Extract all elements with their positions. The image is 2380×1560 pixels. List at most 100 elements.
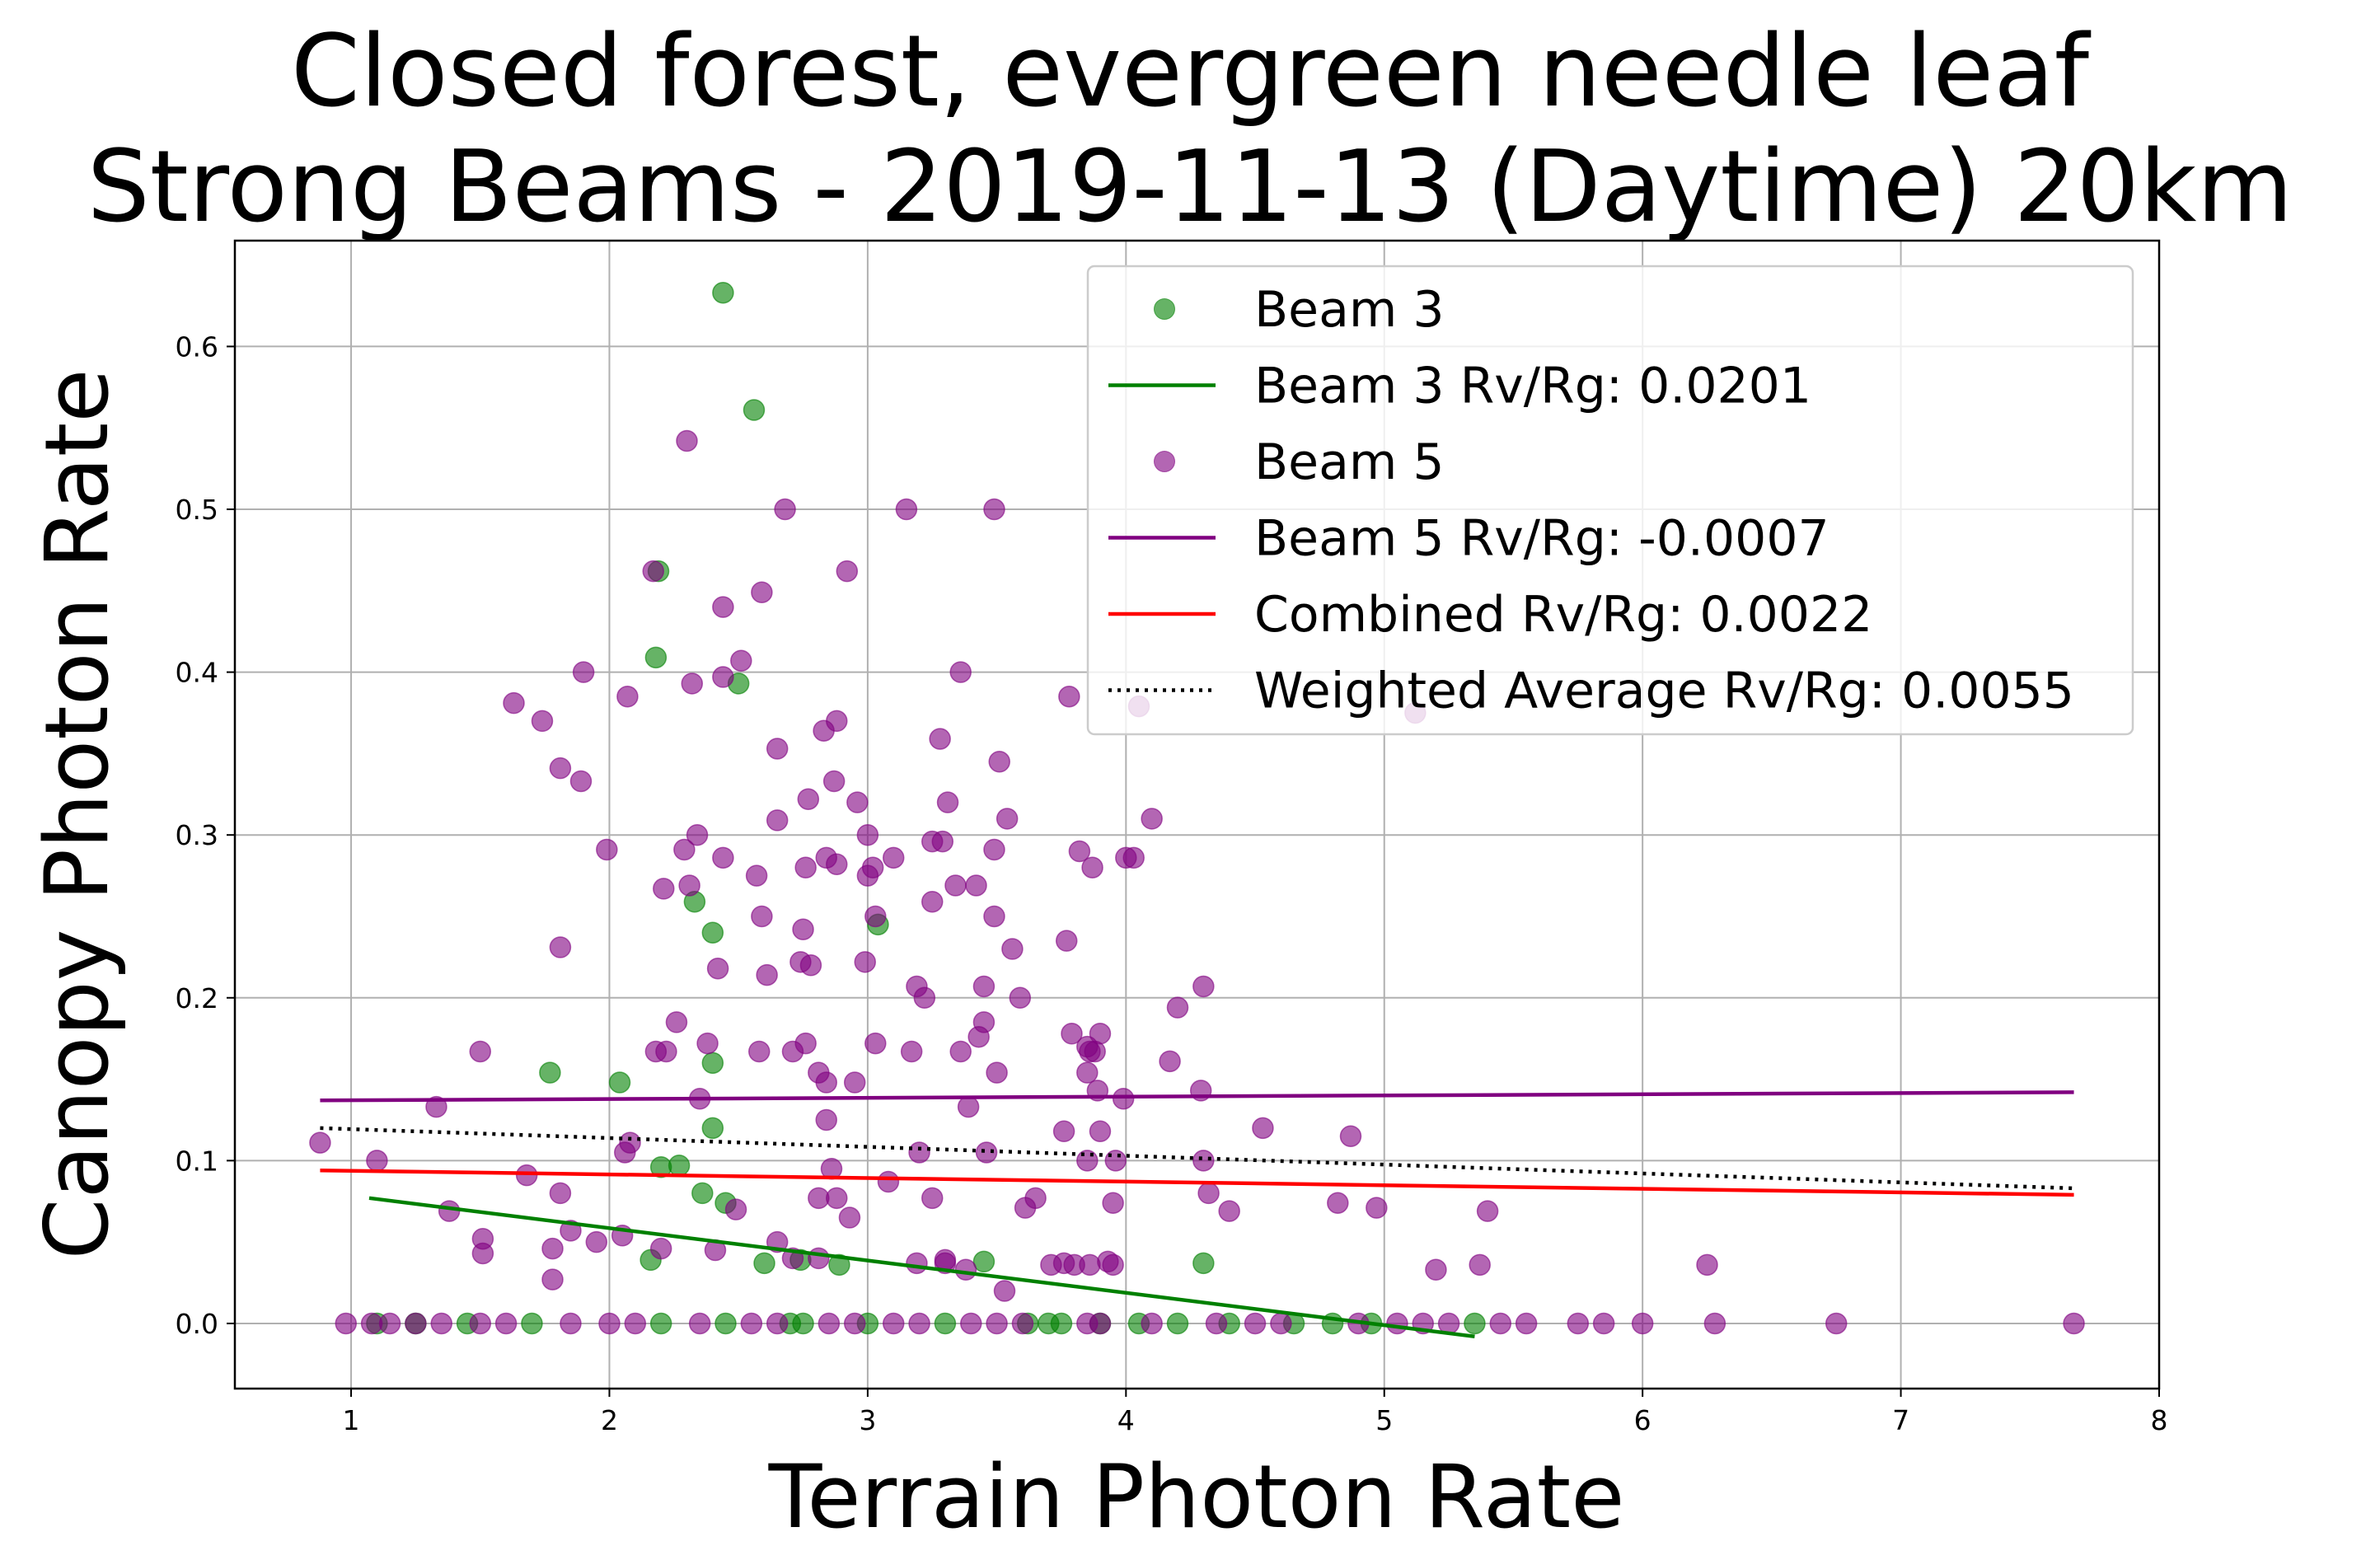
beam-3-point	[1192, 1252, 1215, 1275]
y-tick-label: 0.3	[176, 819, 218, 851]
beam-5-point	[818, 1312, 841, 1335]
beam-5-point	[931, 830, 954, 853]
beam-5-point	[686, 823, 709, 846]
beam-5-point	[856, 823, 879, 846]
beam-5-point	[1425, 1258, 1447, 1281]
beam3-fit-line	[368, 1196, 1475, 1339]
beam-5-point	[469, 1312, 492, 1335]
y-tick-label: 0.6	[176, 330, 218, 363]
beam-5-point	[1081, 856, 1103, 878]
beam-5-point	[846, 791, 869, 813]
beam-5-point	[1567, 1312, 1590, 1335]
beam-5-point	[1102, 1192, 1124, 1214]
chart-title-line1: Closed forest, evergreen needle leaf	[291, 15, 2092, 129]
axis-ticks: 1 2 3 4 5 6 7 8 0.0 0.1 0.2 0.3 0.4 0.5 0.6	[176, 330, 2168, 1436]
weighted-average-line	[320, 1126, 2074, 1191]
x-tick-label: 6	[1634, 1404, 1651, 1436]
beam-5-point	[1011, 1312, 1034, 1335]
beam-5-point	[1205, 1312, 1228, 1335]
y-tick-label: 0.2	[176, 982, 218, 1014]
beam-3-point	[1464, 1312, 1486, 1335]
beam-5-point	[967, 1025, 990, 1048]
beam-5-point	[740, 1312, 763, 1335]
beam-5-point	[813, 719, 835, 742]
x-tick-label: 1	[343, 1404, 360, 1436]
beam-5-point	[1469, 1253, 1491, 1277]
beam-5-point	[1159, 1050, 1181, 1073]
plot-area-frame	[233, 239, 2161, 1390]
beam-5-point	[877, 1170, 900, 1193]
beam-3-point	[712, 281, 734, 304]
beam-5-point	[745, 864, 768, 887]
beam-5-point	[549, 757, 572, 780]
beam-5-point	[808, 1247, 830, 1270]
x-tick-label: 3	[859, 1404, 876, 1436]
beam-5-point	[929, 728, 951, 750]
legend-label: Beam 3	[1254, 281, 1445, 339]
beam-5-point	[965, 874, 987, 897]
beam-5-point	[1825, 1312, 1848, 1335]
beam-3-point	[972, 1250, 996, 1273]
plot-data	[309, 281, 2085, 1339]
beam-5-point	[1084, 1040, 1106, 1063]
beam-3-point	[649, 1312, 672, 1335]
beam-5-point	[781, 1040, 804, 1063]
beam-5-point	[1270, 1312, 1292, 1335]
y-tick-label: 0.5	[176, 494, 218, 526]
beam-5-point	[1244, 1312, 1267, 1335]
beam-3-point	[539, 1061, 561, 1084]
beam-5-point	[649, 1237, 672, 1260]
beam-3-point	[644, 646, 668, 669]
beam-5-point	[843, 1312, 866, 1335]
beam-5-point	[531, 710, 554, 733]
beam-5-point	[1197, 1182, 1220, 1205]
beam-5-point	[1476, 1200, 1499, 1222]
beam-5-point	[949, 661, 972, 683]
beam-5-point	[471, 1242, 494, 1265]
beam-3-point	[743, 399, 766, 421]
beam-5-point	[1001, 938, 1024, 960]
beam-5-point	[1703, 1312, 1726, 1335]
x-tick-label: 4	[1117, 1404, 1135, 1436]
beam-5-point	[1696, 1253, 1718, 1277]
beam-5-point	[1631, 1312, 1654, 1335]
beam-5-point	[815, 1108, 837, 1131]
beam-5-point	[815, 1071, 837, 1094]
beam-5-point	[794, 856, 817, 878]
beam-5-point	[826, 853, 848, 876]
beam-5-point	[988, 751, 1010, 773]
beam-5-point	[774, 498, 796, 521]
beam-5-point	[908, 1312, 930, 1335]
beam-5-point	[1068, 840, 1091, 863]
beam-5-point	[696, 1032, 719, 1055]
beam-5-point	[366, 1150, 388, 1172]
beam-5-point	[665, 1011, 688, 1033]
beam-5-point	[653, 878, 675, 900]
x-tick-label: 5	[1375, 1404, 1393, 1436]
beam-5-point	[895, 498, 918, 521]
beam-5-point	[983, 905, 1005, 928]
beam-5-point	[843, 1071, 866, 1094]
beam-3-point	[521, 1312, 543, 1335]
beam-5-point	[378, 1312, 401, 1335]
x-axis-label: Terrain Photon Rate	[768, 1446, 1625, 1548]
beam-5-point	[949, 1040, 972, 1063]
beam-5-point	[678, 874, 700, 897]
beam-5-point	[1014, 1197, 1037, 1219]
beam-3-point	[753, 1252, 775, 1275]
beam-5-point	[596, 838, 618, 861]
beam-5-point	[751, 581, 773, 604]
beam-5-point	[585, 1230, 608, 1253]
beam-3-point	[691, 1182, 714, 1205]
beam-5-point	[792, 918, 814, 941]
beam-5-point	[1141, 1312, 1163, 1335]
beam-5-point	[751, 905, 773, 928]
beam-5-point	[836, 560, 859, 583]
beam-5-point	[900, 1040, 923, 1063]
beam-5-point	[986, 1312, 1008, 1335]
chart-title-line2: Strong Beams - 2019-11-13 (Daytime) 20km	[87, 130, 2293, 245]
beam-5-point	[598, 1312, 621, 1335]
beam-5-point	[724, 1198, 747, 1220]
beam-5-point	[766, 1312, 789, 1335]
beam-5-point	[797, 788, 820, 810]
